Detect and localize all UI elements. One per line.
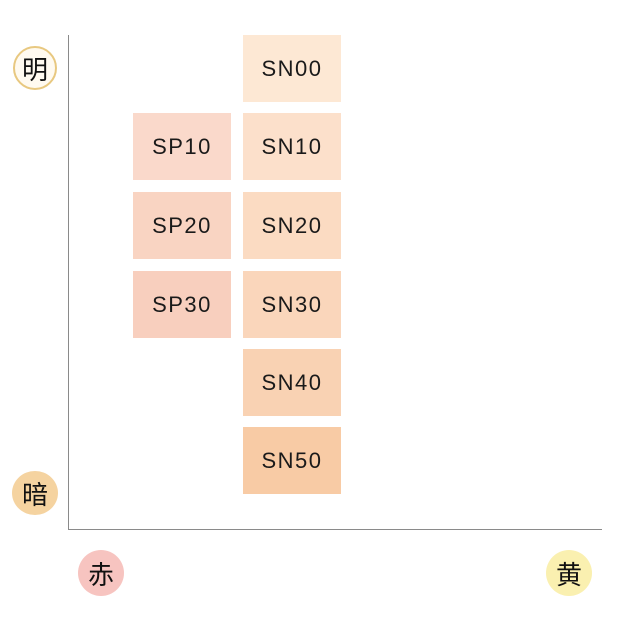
swatch-sn30: SN30 [243, 271, 341, 338]
vertical-axis [68, 35, 69, 529]
swatch-sp20: SP20 [133, 192, 231, 259]
horizontal-axis [68, 529, 602, 530]
swatch-sn50: SN50 [243, 427, 341, 494]
label-yellow: 黄 [546, 550, 592, 596]
label-red: 赤 [78, 550, 124, 596]
swatch-sn40: SN40 [243, 349, 341, 416]
label-dark: 暗 [12, 471, 58, 515]
swatch-sp10: SP10 [133, 113, 231, 180]
swatch-sn20: SN20 [243, 192, 341, 259]
label-bright: 明 [13, 46, 57, 90]
swatch-sn00: SN00 [243, 35, 341, 102]
swatch-sn10: SN10 [243, 113, 341, 180]
swatch-sp30: SP30 [133, 271, 231, 338]
